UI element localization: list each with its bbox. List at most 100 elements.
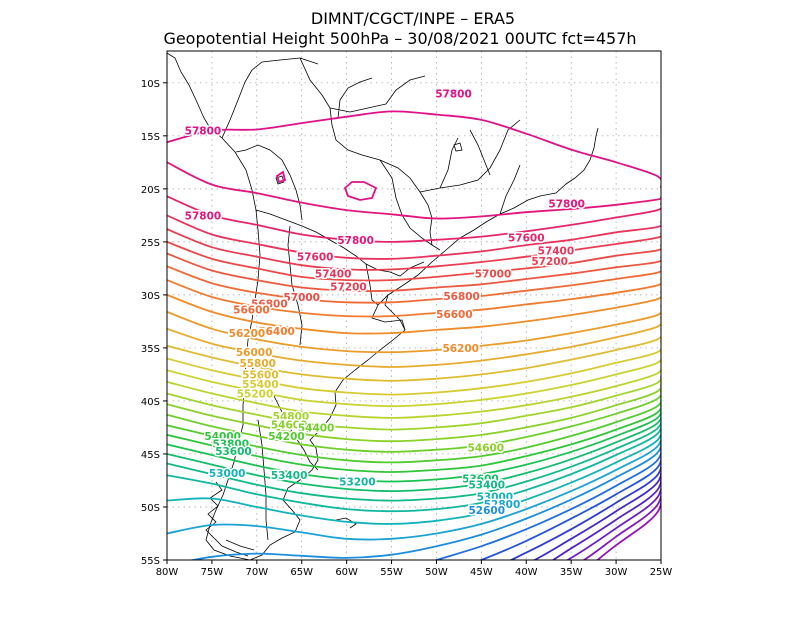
closed-contour-features (275, 170, 378, 201)
x-tick-label: 25W (650, 567, 673, 578)
contour-label-54400: 54400 (298, 422, 335, 434)
contour-label-56200: 56200 (442, 343, 479, 355)
contour-label-56200: 56200 (229, 328, 266, 340)
contour-54400 (167, 383, 661, 453)
contour-51800 (532, 453, 661, 560)
contour-56600 (167, 265, 661, 304)
contour-52800 (167, 423, 661, 541)
contour-52400 (433, 434, 661, 560)
contour-label-55800: 55800 (239, 358, 276, 370)
y-tick-label: 25S (141, 238, 160, 249)
contour-label-57800: 57800 (185, 126, 222, 138)
isolated-57800-cell (343, 181, 378, 201)
y-tick-label: 35S (141, 344, 160, 355)
contour-55400 (167, 340, 661, 396)
contour-label-57200: 57200 (531, 256, 568, 268)
y-tick-label: 30S (141, 291, 160, 302)
contour-label-54600: 54600 (468, 443, 505, 455)
contour-57800 (167, 161, 661, 220)
contour-label-53200: 53200 (339, 477, 376, 489)
contour-51600 (551, 460, 661, 560)
contour-label-55600: 55600 (242, 369, 279, 381)
contour-label-53800: 53800 (213, 438, 250, 450)
contour-57200 (167, 228, 661, 271)
y-tick-label: 55S (141, 556, 160, 567)
x-tick-label: 55W (380, 567, 403, 578)
x-tick-label: 40W (515, 567, 538, 578)
y-tick-label: 20S (141, 185, 160, 196)
contour-label-57800: 57800 (548, 199, 585, 211)
map-title-line1: DIMNT/CGCT/INPE – ERA5 (311, 9, 515, 28)
contour-56800 (167, 252, 661, 292)
contour-label-57800: 57800 (185, 210, 222, 222)
x-tick-label: 80W (156, 567, 179, 578)
geopotential-contours (167, 110, 661, 560)
x-tick-label: 45W (470, 567, 493, 578)
contour-label-53600: 53600 (215, 446, 252, 458)
contour-55000 (167, 360, 661, 419)
x-tick-label: 30W (605, 567, 628, 578)
contour-52200 (478, 441, 661, 560)
contour-55200 (167, 350, 661, 408)
contour-56400 (167, 278, 661, 318)
contour-57000 (167, 241, 661, 282)
contour-label-54600: 54600 (271, 419, 308, 431)
contour-56000 (167, 305, 661, 354)
x-tick-label: 65W (290, 567, 313, 578)
contour-56200 (167, 291, 661, 335)
contour-label-57800: 57800 (435, 88, 472, 100)
x-tick-label: 60W (335, 567, 358, 578)
contour-label-54800: 54800 (273, 411, 310, 423)
contour-54600 (167, 376, 661, 443)
contour-label-54000: 54000 (204, 431, 241, 443)
contour-55800 (167, 316, 661, 368)
contour-53800 (167, 399, 661, 483)
y-tick-label: 15S (141, 132, 160, 143)
contour-53000 (167, 417, 661, 525)
contour-label-53000: 53000 (209, 468, 246, 480)
contour-53200 (167, 412, 661, 513)
x-tick-label: 35W (560, 567, 583, 578)
y-tick-label: 45S (141, 450, 160, 461)
x-tick-label: 50W (425, 567, 448, 578)
contour-label-56000: 56000 (236, 347, 273, 359)
contour-55600 (167, 328, 661, 382)
contour-label-52600: 52600 (468, 505, 505, 517)
contour-57600 (167, 195, 661, 243)
contour-label-57600: 57600 (297, 252, 334, 264)
contour-label-56600: 56600 (436, 309, 473, 321)
contour-54200 (167, 390, 661, 464)
contour-54000 (167, 395, 661, 473)
contour-51200 (582, 472, 661, 560)
isolated-57800-andes (275, 170, 287, 184)
contour-label-57400: 57400 (538, 245, 575, 257)
contour-52600 (188, 428, 661, 560)
contour-label-52800: 52800 (484, 499, 521, 511)
contour-label-54200: 54200 (268, 431, 305, 443)
x-tick-label: 75W (201, 567, 224, 578)
y-tick-label: 50S (141, 503, 160, 514)
contour-label-53600: 53600 (462, 473, 499, 485)
contour-57800 (167, 110, 661, 189)
contour-51400 (565, 466, 661, 560)
contour-label-53400: 53400 (468, 480, 505, 492)
contour-label-56400: 56400 (258, 326, 295, 338)
contour-label-57600: 57600 (508, 233, 545, 245)
contour-label-53000: 53000 (477, 491, 514, 503)
contour-53400 (167, 408, 661, 502)
contour-label-57400: 57400 (315, 269, 352, 281)
axis-ticks: 80W 75W 70W 65W 60W 55W 50W 45W 40W 35W 30W 25W 10S 1… (141, 79, 672, 578)
contour-label-57200: 57200 (330, 281, 367, 293)
y-tick-label: 40S (141, 397, 160, 408)
contour-label-57000: 57000 (283, 292, 320, 304)
contour-52000 (509, 447, 661, 560)
x-tick-label: 70W (246, 567, 269, 578)
contour-54800 (167, 368, 661, 431)
contour-label-55200: 55200 (237, 389, 274, 401)
y-tick-label: 10S (141, 79, 160, 90)
contour-57400 (167, 214, 661, 260)
map-title-line2: Geopotential Height 500hPa – 30/08/2021 … (163, 29, 636, 48)
contour-label-56800: 56800 (251, 298, 288, 310)
